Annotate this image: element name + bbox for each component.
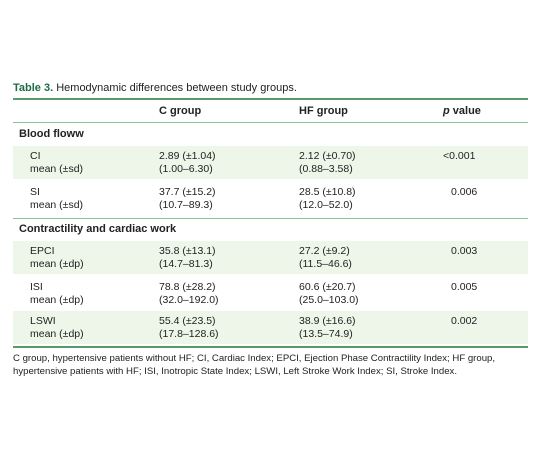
hf-mean: 28.5 (±10.8) xyxy=(299,186,356,198)
c-group-cell: 78.8 (±28.2) (32.0–192.0) xyxy=(159,281,219,307)
row-name: CI xyxy=(30,150,41,162)
row-name: EPCI xyxy=(30,245,55,257)
hf-mean: 27.2 (±9.2) xyxy=(299,245,350,257)
table-number: Table 3. xyxy=(13,82,54,94)
row-stat: mean (±sd) xyxy=(30,199,84,211)
bottom-rule xyxy=(13,346,528,348)
table-footnote: C group, hypertensive patients without H… xyxy=(13,353,496,377)
row-stat: mean (±sd) xyxy=(30,163,84,175)
c-mean: 78.8 (±28.2) xyxy=(159,281,216,293)
section-blood-flow: Blood floww xyxy=(13,124,528,144)
hf-range: (12.0–52.0) xyxy=(299,199,353,211)
row-name: LSWI xyxy=(30,315,56,327)
c-group-cell: 2.89 (±1.04) (1.00–6.30) xyxy=(159,150,216,176)
c-mean: 2.89 (±1.04) xyxy=(159,150,216,162)
p-value-cell: 0.006 xyxy=(451,186,478,198)
c-mean: 37.7 (±15.2) xyxy=(159,186,216,198)
hf-mean: 2.12 (±0.70) xyxy=(299,150,356,162)
section-title: Blood floww xyxy=(19,128,84,140)
p-symbol: p xyxy=(443,105,450,117)
hf-group-cell: 28.5 (±10.8) (12.0–52.0) xyxy=(299,186,356,212)
row-label: EPCI mean (±dp) xyxy=(30,245,84,271)
table-row-si: SI mean (±sd) 37.7 (±15.2) (10.7–89.3) 28.… xyxy=(13,181,528,217)
row-label: LSWI mean (±dp) xyxy=(30,315,84,341)
c-range: (32.0–192.0) xyxy=(159,294,219,306)
section-title: Contractility and cardiac work xyxy=(19,223,177,235)
column-header-hf-group: HF group xyxy=(299,105,348,117)
p-value-cell: 0.003 xyxy=(451,245,478,257)
top-rule xyxy=(13,98,528,100)
c-group-cell: 55.4 (±23.5) (17.8–128.6) xyxy=(159,315,219,341)
section-rule xyxy=(13,218,528,219)
hf-range: (11.5–46.6) xyxy=(299,258,352,270)
row-name: SI xyxy=(30,186,40,198)
p-value-word: value xyxy=(449,105,481,117)
section-contractility: Contractility and cardiac work xyxy=(13,219,528,239)
table-row-epci: EPCI mean (±dp) 35.8 (±13.1) (14.7–81.3) 2… xyxy=(13,241,528,274)
column-header-c-group: C group xyxy=(159,105,202,117)
hf-group-cell: 38.9 (±16.6) (13.5–74.9) xyxy=(299,315,356,341)
c-group-cell: 35.8 (±13.1) (14.7–81.3) xyxy=(159,245,216,271)
row-stat: mean (±dp) xyxy=(30,258,84,270)
p-value-cell: <0.001 xyxy=(443,150,476,162)
row-name: ISI xyxy=(30,281,43,293)
hf-range: (13.5–74.9) xyxy=(299,328,353,340)
c-group-cell: 37.7 (±15.2) (10.7–89.3) xyxy=(159,186,216,212)
row-stat: mean (±dp) xyxy=(30,294,84,306)
c-range: (10.7–89.3) xyxy=(159,199,213,211)
hf-mean: 60.6 (±20.7) xyxy=(299,281,356,293)
hf-group-cell: 2.12 (±0.70) (0.88–3.58) xyxy=(299,150,356,176)
row-stat: mean (±dp) xyxy=(30,328,84,340)
c-range: (14.7–81.3) xyxy=(159,258,213,270)
p-value-cell: 0.005 xyxy=(451,281,478,293)
table-caption: Table 3. Hemodynamic differences between… xyxy=(13,82,297,94)
c-range: (17.8–128.6) xyxy=(159,328,219,340)
c-mean: 35.8 (±13.1) xyxy=(159,245,216,257)
hf-group-cell: 60.6 (±20.7) (25.0–103.0) xyxy=(299,281,359,307)
column-header-p-value: p value xyxy=(443,105,481,117)
table-row-ci: CI mean (±sd) 2.89 (±1.04) (1.00–6.30) 2.1… xyxy=(13,146,528,179)
table-row-lswi: LSWI mean (±dp) 55.4 (±23.5) (17.8–128.6) … xyxy=(13,311,528,344)
hf-range: (0.88–3.58) xyxy=(299,163,353,175)
hf-group-cell: 27.2 (±9.2) (11.5–46.6) xyxy=(299,245,352,271)
row-label: ISI mean (±dp) xyxy=(30,281,84,307)
c-mean: 55.4 (±23.5) xyxy=(159,315,216,327)
row-label: SI mean (±sd) xyxy=(30,186,83,212)
header-rule xyxy=(13,122,528,123)
table-row-isi: ISI mean (±dp) 78.8 (±28.2) (32.0–192.0) 6… xyxy=(13,276,528,309)
table-title: Hemodynamic differences between study gr… xyxy=(56,82,297,94)
c-range: (1.00–6.30) xyxy=(159,163,213,175)
hf-range: (25.0–103.0) xyxy=(299,294,359,306)
hf-mean: 38.9 (±16.6) xyxy=(299,315,356,327)
row-label: CI mean (±sd) xyxy=(30,150,83,176)
p-value-cell: 0.002 xyxy=(451,315,478,327)
